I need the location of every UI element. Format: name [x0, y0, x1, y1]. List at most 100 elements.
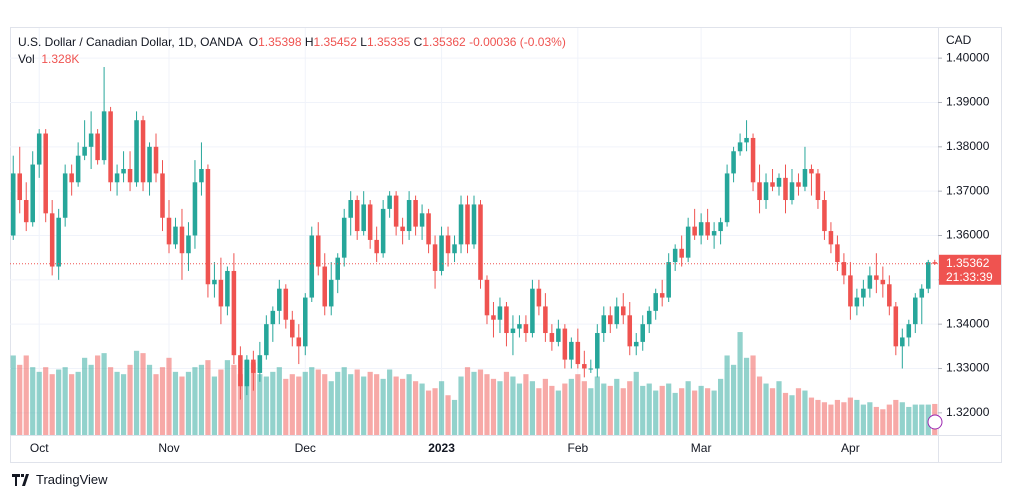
candle-body	[413, 200, 418, 227]
volume-bar	[464, 367, 471, 435]
c-value: 1.35362	[422, 35, 466, 49]
candle-body	[205, 168, 211, 285]
volume-bar	[374, 374, 380, 435]
candle-body	[406, 200, 412, 232]
volume-bar	[497, 381, 503, 435]
brand[interactable]: TradingView	[12, 472, 108, 487]
volume-bar	[192, 367, 198, 435]
candle-body	[666, 262, 671, 298]
volume-bar	[322, 374, 328, 435]
candle-body	[264, 324, 269, 356]
candle-body	[841, 262, 847, 276]
candle-body	[692, 226, 697, 236]
candle-body	[43, 133, 48, 214]
x-tick-label: Apr	[841, 441, 860, 455]
volume-bar	[458, 376, 464, 435]
candle-body	[750, 137, 756, 183]
candle-body	[620, 306, 626, 316]
volume-bar	[750, 355, 756, 435]
volume-bar	[185, 371, 192, 435]
volume-bar	[451, 399, 458, 435]
candle-body	[569, 341, 574, 360]
candle-body	[257, 355, 263, 373]
x-tick-label: 2023	[428, 441, 455, 455]
volume-bar	[659, 385, 665, 435]
candle-body	[465, 204, 470, 245]
volume-bar	[795, 388, 802, 435]
candle-body	[231, 270, 237, 356]
candle-body	[608, 315, 613, 325]
volume-bar	[296, 376, 302, 435]
candle-body	[770, 182, 775, 187]
volume-bar	[776, 381, 782, 435]
volume-bar	[730, 364, 737, 435]
candle-body	[893, 306, 899, 347]
candle-body	[484, 279, 490, 316]
volume-bar	[354, 369, 360, 435]
volume-bar	[159, 367, 166, 435]
volume-bar	[231, 364, 237, 435]
volume-bar	[406, 374, 412, 435]
volume-bar	[82, 357, 88, 435]
candle-body	[251, 359, 256, 373]
candle-body	[887, 284, 892, 307]
x-tick-label: Mar	[691, 441, 712, 455]
volume-title: Vol	[18, 52, 35, 66]
volume-bar	[711, 390, 717, 435]
candle-body	[127, 168, 133, 183]
volume-bar	[75, 371, 81, 435]
candle-body	[517, 324, 522, 329]
y-tick-label: 1.32000	[946, 405, 990, 419]
event-marker[interactable]	[927, 414, 943, 430]
volume-bar	[588, 388, 594, 435]
candle-body	[36, 133, 42, 165]
volume-bar	[841, 402, 847, 435]
volume-bar	[763, 383, 769, 435]
volume-bar	[445, 395, 451, 435]
candle-body	[595, 333, 600, 369]
candle-body	[49, 213, 55, 267]
volume-bar	[743, 357, 750, 435]
volume-bar	[490, 378, 497, 435]
volume-bar	[906, 406, 912, 435]
currency-label: CAD	[946, 33, 972, 47]
candle-body	[556, 328, 561, 342]
candle-body	[854, 297, 860, 307]
candle-body	[828, 231, 834, 245]
volume-bar	[328, 381, 334, 435]
candle-body	[173, 226, 178, 245]
candle-body	[659, 293, 665, 298]
candle-body	[400, 226, 405, 232]
volume-bar	[10, 355, 16, 435]
candle-body	[497, 306, 503, 320]
volume-bar	[692, 390, 698, 435]
candle-body	[134, 120, 139, 183]
c-letter: C	[413, 35, 423, 49]
volume-bar	[821, 402, 828, 435]
volume-bar	[705, 388, 711, 435]
volume-bar	[633, 371, 639, 435]
y-tick-label: 1.39000	[946, 95, 990, 109]
candle-body	[543, 306, 548, 334]
volume-bar	[400, 378, 406, 435]
candle-body	[56, 217, 61, 267]
candle-body	[783, 177, 788, 201]
candle-body	[95, 133, 100, 161]
volume-bar	[315, 369, 321, 435]
volume-bar	[127, 364, 133, 435]
candle-body	[789, 182, 795, 201]
candle-body	[913, 297, 918, 325]
candle-body	[776, 177, 782, 187]
volume-bar	[880, 409, 886, 435]
volume-bar	[289, 374, 295, 435]
h-value: 1.35452	[313, 35, 357, 49]
y-tick-label: 1.37000	[946, 183, 990, 197]
volume-bar	[387, 369, 393, 435]
candle-body	[69, 173, 74, 183]
volume-bar	[542, 378, 548, 435]
candle-body	[575, 341, 581, 365]
last-price-label: 1.35362	[946, 256, 990, 270]
volume-bar	[198, 364, 205, 435]
volume-bar	[834, 399, 841, 435]
